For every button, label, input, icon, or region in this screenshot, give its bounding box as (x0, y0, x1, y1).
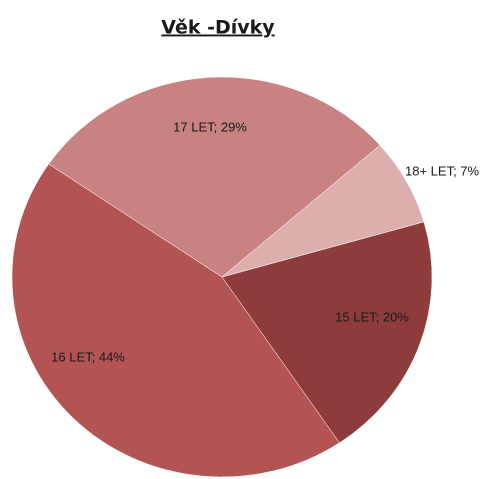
slice-label: 16 LET; 44% (51, 349, 125, 364)
pie (11, 76, 433, 478)
slice-label: 18+ LET; 7% (405, 163, 480, 178)
pie-slice (11, 163, 340, 478)
slice-label: 17 LET; 29% (173, 119, 247, 134)
pie-slice (221, 221, 433, 444)
slice-label: 15 LET; 20% (335, 309, 409, 324)
labels: 15 LET; 20% 16 LET; 44% 17 LET; 29% 18+ LET… (51, 119, 479, 364)
chart-title: Věk -Dívky (161, 17, 275, 39)
pie-slice (221, 144, 425, 278)
pie-slice (48, 76, 381, 278)
